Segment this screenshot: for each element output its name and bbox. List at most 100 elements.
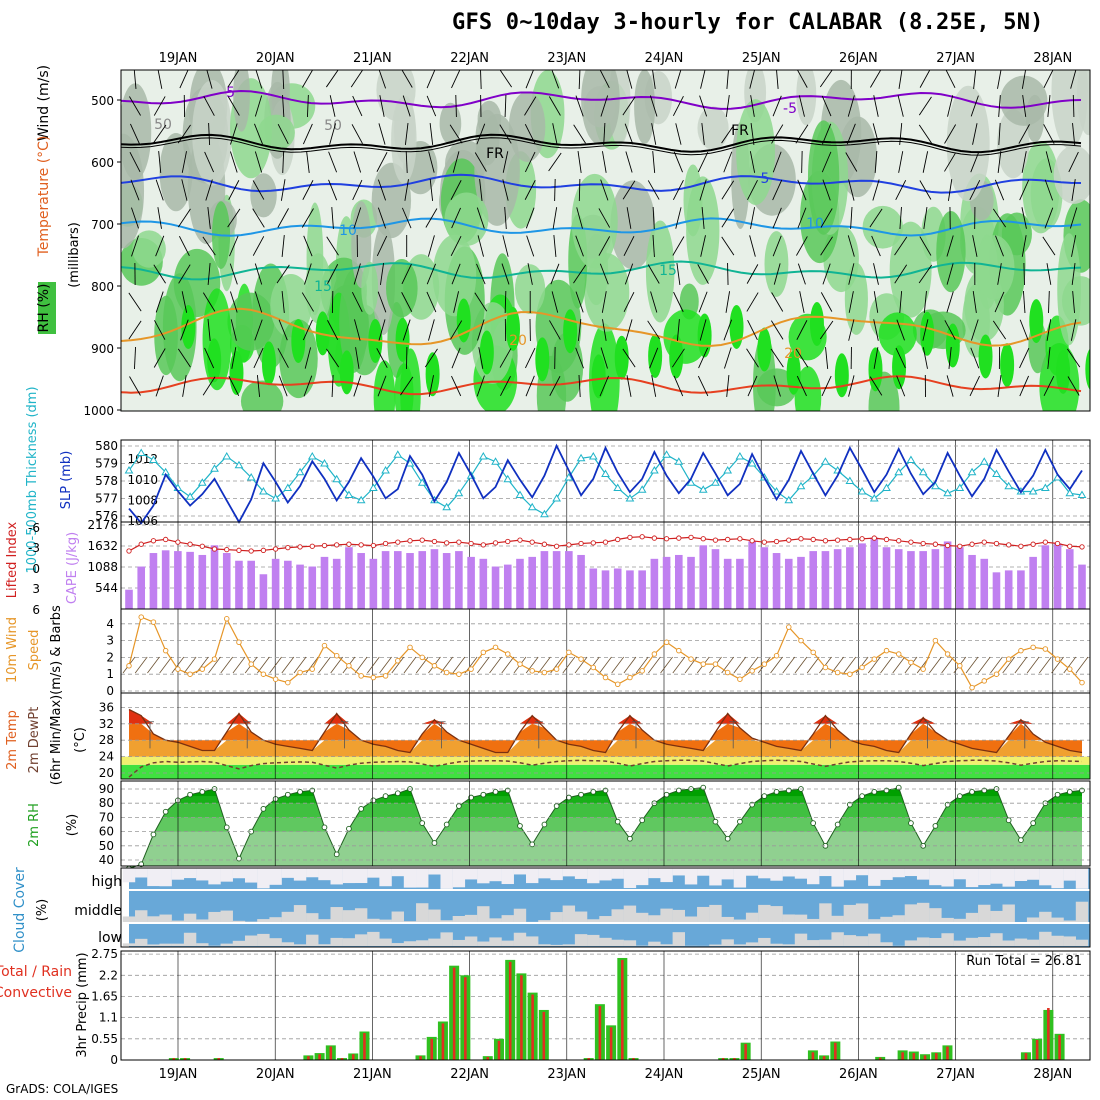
thickness-point [320,459,329,467]
cloud-bar [281,942,295,946]
wind-speed-point [1005,656,1012,662]
wind-barb [846,123,856,145]
rh-blob-high [339,350,354,395]
lifted-index-point [370,542,377,549]
rh-point [932,823,939,829]
rh-blob-high [945,323,960,368]
wind-barb [450,320,463,340]
cape-bar [1041,545,1050,609]
rh-blob [233,70,250,132]
cloud-bar [306,868,319,878]
thickness-point [894,467,904,476]
rh-blob-high [892,345,907,390]
cloud-bar [391,911,404,922]
wind-speed-point [236,639,242,646]
lifted-index-point [676,535,682,541]
cloud-bar [758,937,771,946]
cloud-bar [196,868,209,881]
cloud-bar [489,868,502,882]
wind-barb [403,656,417,674]
temp-tick-label: 24 [99,750,114,764]
cloud-bar [171,920,185,922]
cloud-bar [990,933,1003,946]
rh-blob-high [729,304,744,349]
wind-barb [227,208,241,228]
isotherm-label: FR [731,123,749,139]
wind-barb [867,656,881,674]
cloud-bar [770,868,783,881]
wind-barb [178,235,190,257]
cape-bar [784,558,793,609]
isotherm-line [121,133,1082,154]
cape-bar [907,551,915,609]
wind-barb [725,95,730,117]
cloud-bar [733,944,747,946]
wind-barb [1021,70,1027,89]
rh-point [627,835,633,842]
wind-barb [598,236,611,256]
wind-barb [733,656,747,674]
panel-frame [120,867,1091,948]
temp-line [128,708,1083,754]
wind-barb [353,263,361,285]
cloud-bar [538,944,551,946]
wind-barb [178,264,191,284]
cape-bar [980,558,989,609]
wind-barb [872,179,880,201]
cloud-bar [721,916,734,922]
wind-barb [131,207,139,229]
wind-barb [721,124,735,144]
wind-speed-point [346,663,352,669]
wind-barb [253,347,264,369]
temp-tick-label: 36 [99,700,114,714]
wind-barb [797,263,806,285]
cloud-bar [306,913,319,922]
wind-barb [672,180,684,200]
lifted-index-point [578,540,584,547]
wind-barb [1019,319,1029,341]
cloud-bar [745,942,759,946]
lifted-index-point [468,540,474,547]
wind-barb [476,375,485,397]
wind-barb [749,70,755,89]
cloud-bar [562,944,576,946]
wind-tick-label: 3 [106,634,114,648]
cape-bar [528,556,536,609]
thickness-point [906,455,916,463]
wind-barb [698,347,709,369]
wind-speed-point [248,661,254,667]
wind-barb [578,178,581,202]
cloud-bar [868,933,881,946]
precip-bar-convective [363,1033,366,1060]
rh-axis-label: RH (%) [36,284,52,333]
thickness-point [1077,490,1087,498]
wind-barb [965,656,979,674]
cloud-bar [721,868,734,880]
wind-barb [873,95,879,117]
cloud-bar [525,868,539,884]
cloud-bar [672,932,686,946]
date-label-top: 20JAN [256,51,295,66]
wind-barb [426,95,437,117]
rh-blob-high [563,309,578,354]
rh-blob [736,99,775,206]
wind-barb [378,319,386,341]
wind-barb [227,96,240,116]
wind-barb [376,152,388,172]
rh-blob [683,164,703,237]
lifted-index-point [688,534,694,541]
rh-point [541,821,548,828]
wind-barb [1014,656,1028,674]
thickness-point [527,502,537,511]
cloud-bar [892,915,905,922]
wind-barb [208,122,211,146]
cape-bar [1078,564,1086,609]
cape-bar [259,574,268,609]
wind-barb [331,374,334,398]
thickness-point [588,452,598,460]
thickness-point [185,492,195,500]
panel-frame [120,69,1091,412]
wind-speed-point [944,651,951,657]
wind-barb [820,208,833,228]
cloud-bar [354,934,368,946]
